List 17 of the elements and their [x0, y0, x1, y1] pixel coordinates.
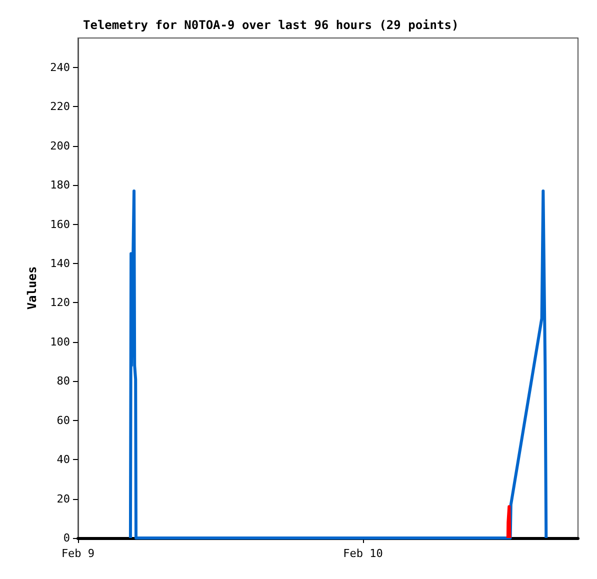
- y-tick-label: 160: [50, 218, 70, 231]
- x-tick-label: Feb 9: [61, 547, 95, 560]
- y-tick-label: 0: [63, 532, 70, 544]
- chart-title: Telemetry for N0TOA-9 over last 96 hours (29 points): [83, 18, 459, 32]
- y-tick-label: 240: [50, 60, 70, 74]
- y-tick-label: 40: [56, 453, 70, 466]
- y-tick-label: 180: [50, 178, 70, 192]
- y-tick-label: 140: [50, 256, 70, 270]
- y-tick-label: 100: [50, 335, 70, 348]
- y-axis-title: Values: [25, 266, 39, 310]
- y-tick-label: 20: [56, 492, 70, 506]
- y-tick-label: 120: [50, 296, 70, 310]
- x-tick-label: Feb 10: [343, 547, 383, 560]
- y-tick-label: 200: [50, 139, 70, 152]
- y-tick-label: 220: [50, 100, 70, 114]
- y-tick-label: 60: [56, 414, 70, 427]
- y-tick-label: 80: [56, 374, 70, 388]
